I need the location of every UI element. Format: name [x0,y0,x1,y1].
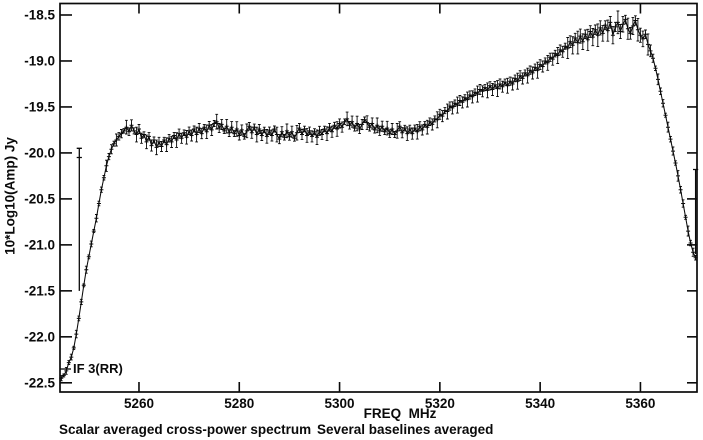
plot-frame [59,2,698,393]
y-tick-label: -19.5 [24,99,55,114]
y-tick-label: -20.0 [24,145,55,160]
x-tick-label: 5340 [525,396,555,411]
x-tick-label: 5320 [425,396,455,411]
spectrum-markers [59,17,698,381]
error-bars [59,10,697,382]
spectrum-series-line [60,18,697,379]
y-tick-label: -18.5 [24,7,55,22]
y-tick-label: -22.0 [24,329,55,344]
y-tick-label: -20.5 [24,191,55,206]
x-tick-label: 5300 [325,396,355,411]
y-tick-label: -21.5 [24,283,55,298]
y-tick-label: -21.0 [24,237,55,252]
y-axis-title: 10*Log10(Amp) Jy [2,137,18,255]
x-axis-title: FREQ MHz [363,406,437,421]
caption-spectrum-type: Scalar averaged cross-power spectrum [59,422,312,437]
right-edge-spike [692,168,699,255]
y-tick-label: -19.0 [24,53,55,68]
x-tick-label: 5360 [625,396,655,411]
caption-baselines-averaged: Several baselines averaged [317,422,494,437]
y-tick-label: -22.5 [24,375,55,390]
if-polarization-label: IF 3(RR) [73,361,123,376]
x-tick-label: 5280 [224,396,254,411]
x-tick-label: 5260 [124,396,154,411]
left-edge-spike [76,147,82,291]
